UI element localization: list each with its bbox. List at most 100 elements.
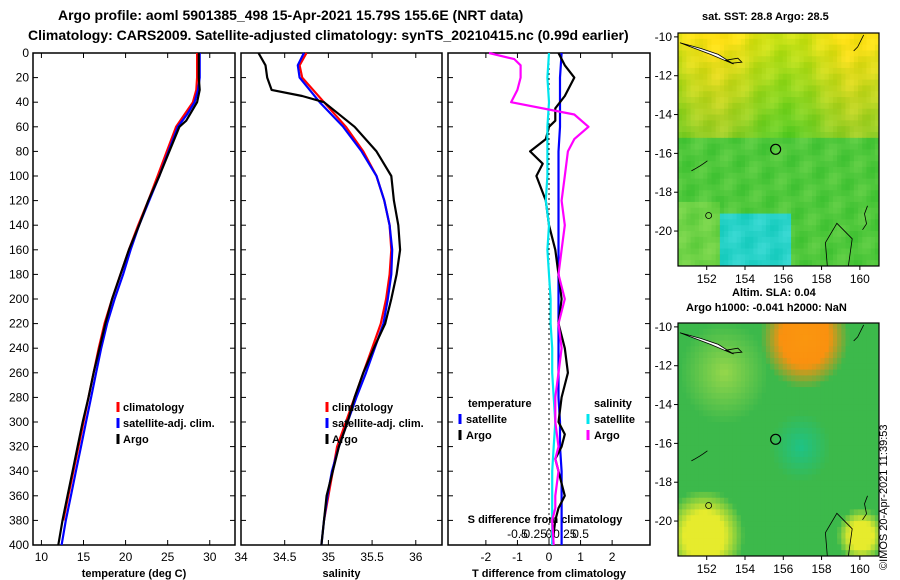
map-cell <box>858 97 863 104</box>
map-cell <box>828 532 834 540</box>
map-cell <box>824 213 830 220</box>
map-cell <box>874 242 879 250</box>
map-cell <box>770 38 775 46</box>
map-cell <box>753 363 759 371</box>
map-cell <box>828 190 834 197</box>
map-cell <box>786 91 792 98</box>
map-cell <box>845 334 851 342</box>
map-cell <box>765 62 771 69</box>
map-cell <box>795 515 801 522</box>
map-cell <box>803 509 809 516</box>
map-cell <box>724 352 729 359</box>
map-cell <box>728 462 734 470</box>
map-cell <box>832 456 838 464</box>
map-cell <box>837 346 842 353</box>
map-cell <box>786 445 792 452</box>
y-tick-label: 280 <box>9 390 29 404</box>
map-cell <box>799 50 805 57</box>
map-cell <box>828 108 834 116</box>
map-cell <box>782 334 788 342</box>
map-cell <box>686 155 692 162</box>
map-cell <box>786 346 792 353</box>
map-cell <box>753 462 759 470</box>
map-cell <box>824 102 830 110</box>
map-cell <box>828 44 834 52</box>
map-cell <box>745 445 750 452</box>
map-cell <box>757 346 763 353</box>
map-cell <box>862 515 868 522</box>
map-cell <box>824 451 830 458</box>
map-cell <box>724 33 729 40</box>
map-cell <box>753 521 759 528</box>
map-cell <box>678 491 683 499</box>
map-cell <box>803 381 809 388</box>
map-cell <box>736 184 742 191</box>
map-cell <box>757 91 763 98</box>
map-cell <box>686 491 692 499</box>
map-cell <box>870 149 876 156</box>
map-cell <box>757 62 763 69</box>
map-cell <box>770 352 775 359</box>
map-cell <box>749 73 754 81</box>
map-cell <box>707 114 713 121</box>
map-cell <box>795 242 801 250</box>
map-cell <box>841 166 847 174</box>
map-cell <box>832 207 838 215</box>
map-cell <box>849 456 855 464</box>
map-cell <box>736 486 742 493</box>
map-cell <box>816 126 821 133</box>
map-cell <box>690 550 696 556</box>
map-cell <box>749 236 754 244</box>
map-cell <box>732 445 738 452</box>
map-cell <box>832 108 838 116</box>
map-cell <box>870 225 876 232</box>
map-cell <box>686 38 692 46</box>
map-cell <box>711 190 717 197</box>
map-cell <box>832 231 838 238</box>
map-cell <box>849 346 855 353</box>
map-cell <box>874 387 879 394</box>
map-cell <box>694 369 700 377</box>
map-cell <box>866 248 872 255</box>
map-cell <box>724 172 729 180</box>
map-cell <box>791 550 796 556</box>
map-cell <box>832 422 838 429</box>
map-cell <box>778 497 784 505</box>
map-cell <box>719 254 725 261</box>
map-cell <box>715 190 721 197</box>
map-y-tick-label: -20 <box>655 514 673 528</box>
map-cell <box>711 184 717 191</box>
map-cell <box>740 456 746 464</box>
map-cell <box>866 213 872 220</box>
map-cell <box>698 346 704 353</box>
map-cell <box>724 509 729 516</box>
map-cell <box>778 451 784 458</box>
map-cell <box>845 497 851 505</box>
map-cell <box>786 172 792 180</box>
map-cell <box>862 254 868 261</box>
map-cell <box>719 201 725 209</box>
map-cell <box>728 33 734 40</box>
map-cell <box>757 445 763 452</box>
map-cell <box>736 445 742 452</box>
map-cell <box>799 201 805 209</box>
map-cell <box>732 422 738 429</box>
map-cell <box>778 526 784 534</box>
map-cell <box>853 468 859 476</box>
map-cell <box>745 509 750 516</box>
map-cell <box>828 328 834 336</box>
map-cell <box>866 480 872 487</box>
map-cell <box>753 143 759 151</box>
map-cell <box>870 231 876 238</box>
map-cell <box>690 422 696 429</box>
map-cell <box>740 161 746 168</box>
map-cell <box>828 410 834 417</box>
map-cell <box>853 201 859 209</box>
map-cell <box>837 526 842 534</box>
map-cell <box>841 196 847 203</box>
map-cell <box>845 85 851 92</box>
map-cell <box>870 33 876 40</box>
map-cell <box>724 439 729 446</box>
map-cell <box>828 201 834 209</box>
map-cell <box>753 346 759 353</box>
